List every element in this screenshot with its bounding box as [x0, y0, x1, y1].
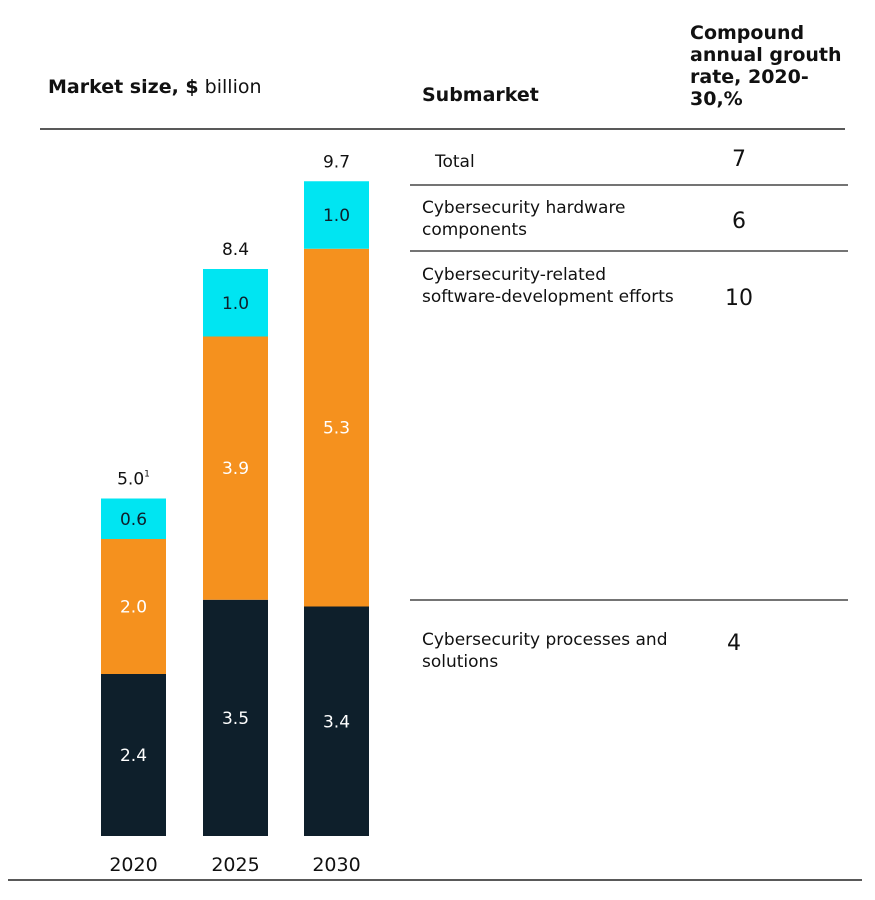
total-label-2020: 5.01 [117, 470, 150, 490]
bar-segment-2025-1 [203, 336, 268, 600]
segment-label-2020-0: 2.4 [120, 746, 147, 766]
bar-segment-2025-0 [203, 599, 268, 836]
segment-label-2030-2: 1.0 [323, 206, 350, 226]
cagr-header: Compound annual grouth rate, 2020-30,% [690, 22, 842, 110]
segment-label-2030-1: 5.3 [323, 419, 350, 439]
row-label-total: Total [435, 152, 475, 172]
row-value-software: 10 [725, 286, 753, 311]
bar-segment-2030-0 [304, 606, 369, 836]
bar-segment-2030-1 [304, 248, 369, 607]
submarket-header: Submarket [422, 84, 539, 106]
row-value-hardware: 6 [732, 209, 746, 234]
total-label-2030: 9.7 [323, 152, 350, 172]
total-label-2025: 8.4 [222, 240, 249, 260]
segment-label-2025-1: 3.9 [222, 459, 249, 479]
bar-segment-2020-0 [101, 674, 166, 836]
row-label-processes: Cybersecurity processes and solutions [422, 630, 668, 672]
row-value-processes: 4 [727, 631, 741, 656]
segment-label-2025-2: 1.0 [222, 294, 249, 314]
segment-label-2020-1: 2.0 [120, 598, 147, 618]
row-value-total: 7 [732, 147, 746, 172]
category-label-2020: 2020 [109, 854, 157, 876]
bars-group: 2.4 2.0 0.6 5.01 2020 3.5 3.9 1.0 8.4 2025 3.4 5.3 1… [101, 152, 369, 876]
footnote-marker: 1 [144, 470, 150, 480]
chart-title: Market size, $ billion [48, 76, 262, 98]
category-label-2030: 2030 [312, 854, 360, 876]
bar-segment-2030-2 [304, 181, 369, 249]
row-label-hardware: Cybersecurity hardware components [422, 198, 626, 240]
bar-segment-2020-1 [101, 539, 166, 674]
bar-segment-2025-2 [203, 269, 268, 337]
segment-label-2025-0: 3.5 [222, 709, 249, 729]
bar-segment-2020-2 [101, 498, 166, 539]
segment-label-2020-2: 0.6 [120, 510, 147, 530]
category-label-2025: 2025 [211, 854, 259, 876]
segment-label-2030-0: 3.4 [323, 712, 350, 732]
row-label-software: Cybersecurity-related software-developme… [422, 265, 674, 307]
